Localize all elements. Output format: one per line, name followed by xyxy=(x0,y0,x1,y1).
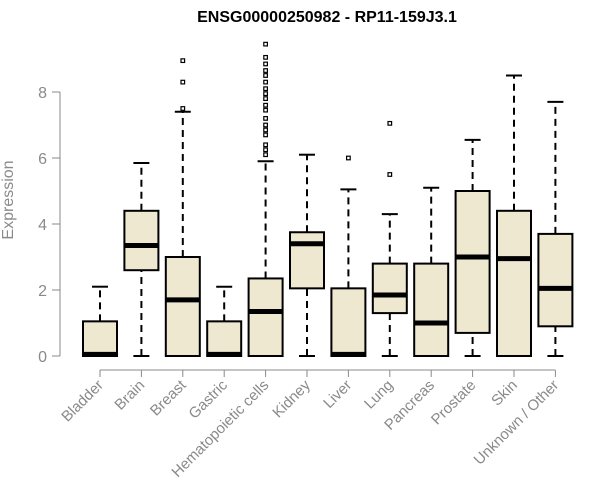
box-hematopoietic-cells xyxy=(247,41,284,358)
box-iqr xyxy=(537,232,574,328)
box-breast xyxy=(164,58,201,357)
x-tick-label: Kidney xyxy=(269,376,314,421)
outlier-point xyxy=(263,86,268,92)
outlier-point xyxy=(263,122,268,128)
box-gastric xyxy=(206,285,243,358)
outlier-point xyxy=(263,41,268,47)
box-iqr xyxy=(413,262,450,358)
outlier-point xyxy=(263,142,268,148)
outlier-point xyxy=(346,155,351,161)
box-iqr xyxy=(371,262,408,315)
outlier-point xyxy=(180,106,186,111)
box-iqr xyxy=(123,209,160,272)
outlier-point xyxy=(263,127,268,133)
box-skin xyxy=(496,74,532,357)
box-iqr xyxy=(330,287,367,358)
y-tick-label: 6 xyxy=(38,151,47,168)
outlier-point xyxy=(263,152,268,158)
box-iqr xyxy=(82,320,118,358)
box-iqr xyxy=(247,277,284,358)
box-iqr xyxy=(289,231,325,290)
box-iqr xyxy=(164,256,201,357)
box-lung xyxy=(371,120,408,357)
y-tick-label: 4 xyxy=(38,217,47,234)
box-brain xyxy=(123,161,160,357)
outlier-point xyxy=(263,73,268,78)
outlier-point xyxy=(180,58,186,64)
outlier-point xyxy=(263,79,268,85)
x-tick-label: Lung xyxy=(361,377,397,413)
box-pancreas xyxy=(413,186,450,358)
box-bladder xyxy=(82,285,118,358)
outlier-point xyxy=(263,147,268,153)
box-iqr xyxy=(206,320,243,358)
outlier-point xyxy=(387,120,393,126)
x-tick-label: Breast xyxy=(147,376,190,419)
outlier-point xyxy=(263,132,268,138)
outlier-point xyxy=(387,172,393,177)
outlier-point xyxy=(263,102,268,108)
y-tick-label: 2 xyxy=(38,283,47,300)
box-iqr xyxy=(454,190,491,334)
box-iqr xyxy=(496,209,532,357)
x-tick-label: Bladder xyxy=(58,377,107,426)
box-series xyxy=(82,41,574,358)
x-tick-label: Brain xyxy=(111,377,148,414)
outlier-point xyxy=(263,91,268,97)
y-axis-label: Expression xyxy=(0,160,17,239)
outlier-point xyxy=(263,115,268,121)
box-liver xyxy=(330,155,367,358)
x-tick-label: Skin xyxy=(488,377,521,410)
y-tick-label: 0 xyxy=(38,349,47,366)
outlier-point xyxy=(263,61,268,67)
outlier-point xyxy=(180,79,186,85)
y-tick-label: 8 xyxy=(38,85,47,102)
x-tick-label: Liver xyxy=(320,377,355,412)
outlier-point xyxy=(263,96,268,102)
outlier-point xyxy=(263,54,268,60)
chart-title: ENSG00000250982 - RP11-159J3.1 xyxy=(197,9,457,26)
box-unknown-other xyxy=(537,100,574,357)
box-kidney xyxy=(289,153,325,357)
y-axis: 0 2 4 6 8 xyxy=(38,85,61,366)
box-prostate xyxy=(454,138,491,357)
x-tick-label: Prostate xyxy=(428,377,480,429)
outlier-point xyxy=(263,68,268,73)
outlier-point xyxy=(263,107,268,113)
